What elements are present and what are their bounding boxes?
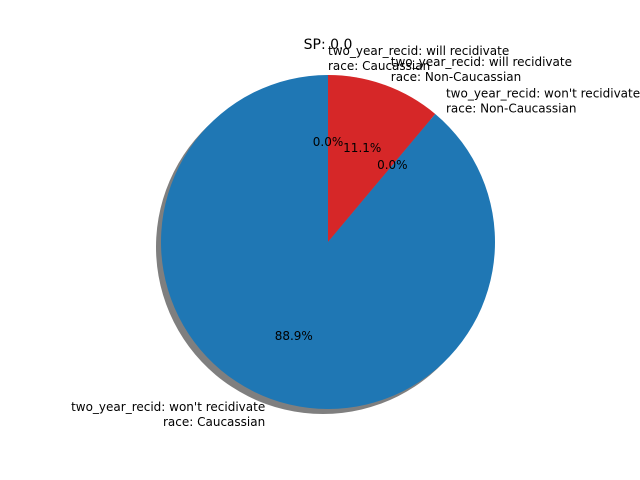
pie-slice-labels: two_year_recid: will recidivate race: Cau… [71, 44, 640, 429]
pie-percent-labels: 0.0% 11.1%0.0%88.9% [275, 135, 408, 343]
pie-slice-percent: 11.1% [343, 141, 381, 155]
pie-slice-label: two_year_recid: will recidivate race: Cau… [328, 44, 509, 73]
pie-wedges [161, 75, 496, 409]
pie-slice [161, 75, 496, 409]
pie-slice-label: two_year_recid: won't recidivate race: Ca… [71, 400, 265, 429]
pie-slice-label: two_year_recid: will recidivate race: Non… [391, 55, 572, 84]
chart-title: SP: 0.0 [304, 37, 353, 53]
pie-slice [328, 75, 436, 242]
pie-slice-percent: 88.9% [275, 329, 313, 343]
pie-slice-label: two_year_recid: won't recidivate race: No… [446, 87, 640, 116]
pie-slice-percent: 0.0% [313, 135, 344, 149]
pie-slice-percent: 0.0% [377, 158, 408, 172]
